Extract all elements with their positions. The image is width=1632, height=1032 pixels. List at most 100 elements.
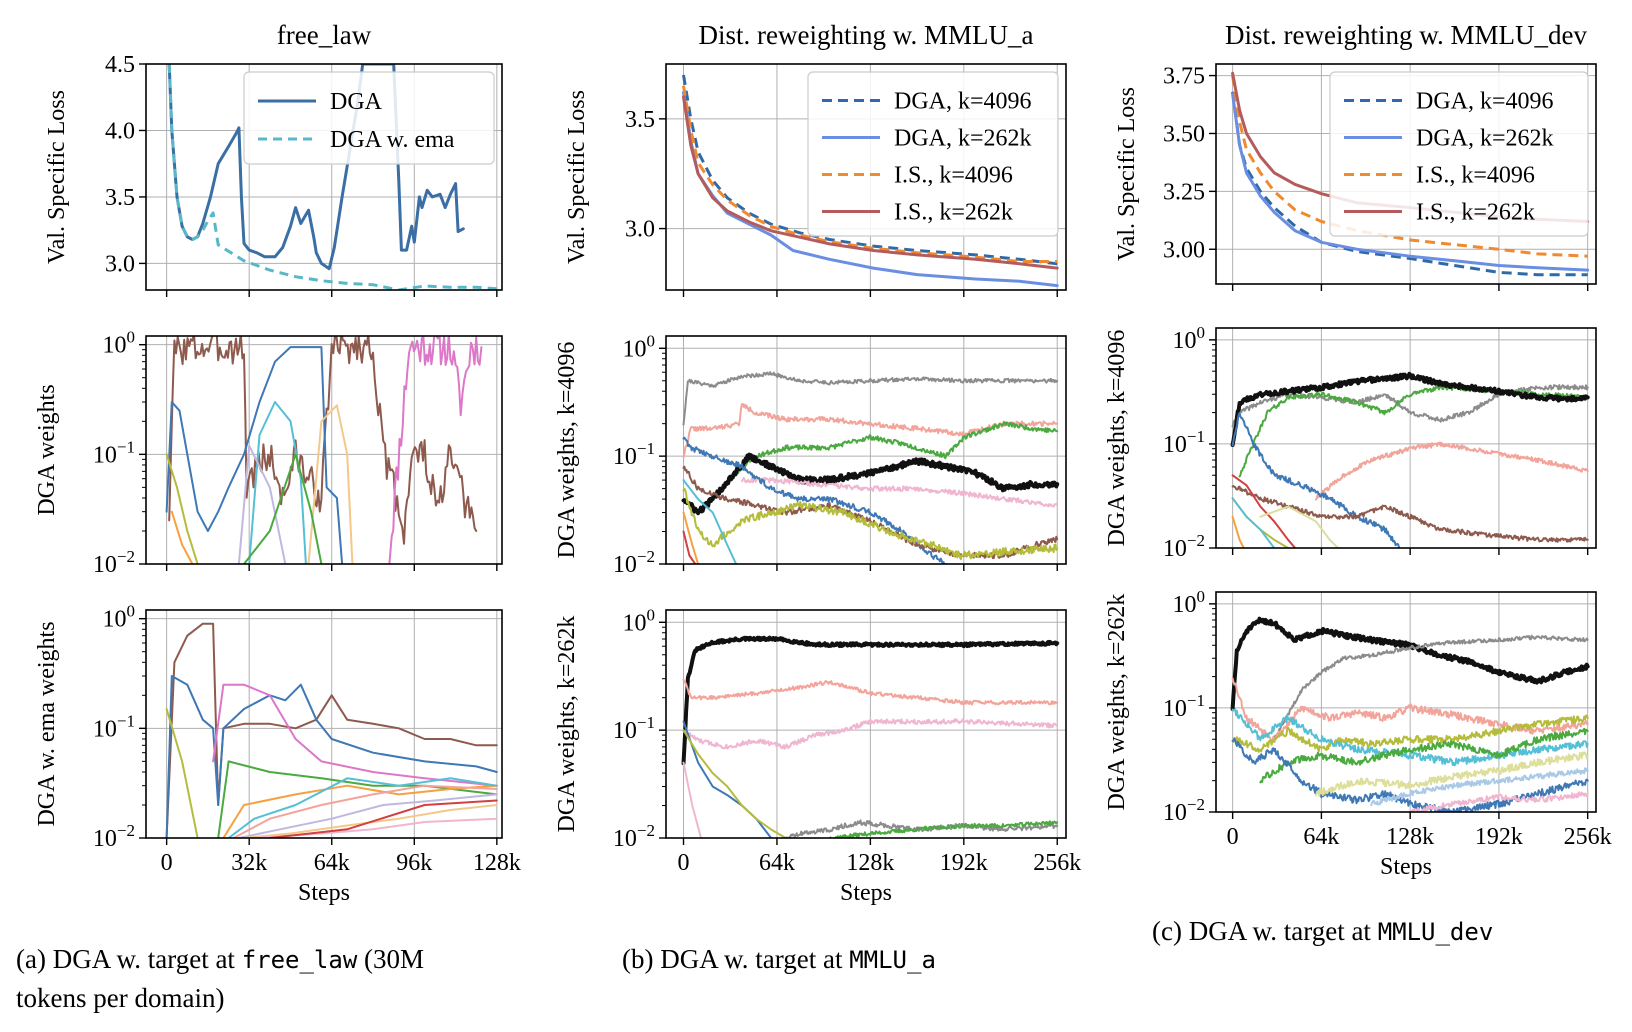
series-line-b_dga4096-0: [682, 371, 1059, 426]
series-line-b_dga262-4: [682, 729, 787, 838]
caption-a: (a) DGA w. target at free_law (30M token…: [16, 944, 425, 1013]
series-line-a_dga-0: [168, 336, 478, 545]
series-line-a_ema-11: [268, 799, 498, 838]
series-line-a_ema-5: [222, 784, 498, 838]
legend: DGA, k=4096 DGA, k=262k I.S., k=4096 I.S., …: [1329, 71, 1589, 237]
y-tick-label: 10−2: [1163, 531, 1205, 562]
series-line-c_dga4096-9: [1231, 515, 1245, 548]
series-line-b_dga262-0: [681, 635, 1060, 766]
panel-c_dga4096: 10−2 10−1 100 DGA weights, k=4096: [1104, 323, 1597, 562]
y-axis-label: DGA weights, k=262k: [554, 616, 580, 833]
series-line-b_loss-0: [682, 74, 1058, 266]
y-tick-label: 3.0: [105, 251, 135, 277]
x-tick-label: 256k: [1033, 850, 1081, 876]
y-axis-label: Val. Specific Loss: [1114, 87, 1140, 261]
y-tick-label: 3.0: [625, 217, 655, 243]
series-line-b_dga262-2: [682, 718, 1059, 750]
series-line-c_dga4096-2: [1230, 371, 1590, 447]
y-tick-label: 10−1: [613, 439, 655, 470]
y-tick-label: 10−1: [1163, 691, 1205, 722]
y-tick-label: 10−1: [93, 711, 135, 742]
y-tick-label: 4.0: [105, 118, 135, 144]
x-tick-label: 128k: [846, 850, 894, 876]
series-line-a_ema-7: [232, 784, 498, 838]
caption-b: (b) DGA w. target at MMLU_a: [622, 944, 936, 974]
y-tick-label: 4.5: [105, 52, 135, 78]
x-tick-label: 0: [678, 850, 690, 876]
series-line-c_dga262-3: [1231, 714, 1589, 753]
series-line-c_dga4096-0: [1231, 384, 1589, 428]
x-tick-label: 64k: [314, 850, 350, 876]
x-axis-label: Steps: [1380, 854, 1432, 880]
chart-title: Dist. reweighting w. MMLU_dev: [1225, 20, 1587, 50]
panel-a_loss: 3.0 3.5 4.0 4.5 free_law Val. Specific Loss DG…: [44, 20, 503, 297]
series-line-a_ema-8: [237, 793, 498, 838]
series-line-c_dga262-6: [1231, 737, 1589, 812]
y-tick-label: 10−1: [613, 713, 655, 744]
series-line-b_dga262-1: [682, 678, 1059, 706]
y-tick-label: 3.75: [1163, 64, 1205, 90]
panel-a_dga: 10−2 10−1 100 DGA weights: [34, 328, 503, 578]
y-axis-label: Val. Specific Loss: [44, 90, 70, 264]
legend-label: DGA, k=262k: [894, 126, 1032, 152]
panel-c_loss: 3.00 3.25 3.50 3.75 Dist. reweighting w. MML…: [1114, 20, 1597, 291]
y-tick-label: 100: [623, 331, 656, 362]
x-tick-label: 192k: [940, 850, 988, 876]
legend: DGA DGA w. ema: [243, 71, 495, 165]
y-tick-label: 10−2: [93, 821, 135, 852]
series-line-b_loss-2: [682, 85, 1058, 263]
series-line-c_loss-2: [1231, 75, 1588, 258]
legend: DGA, k=4096 DGA, k=262k I.S., k=4096 I.S., …: [807, 71, 1059, 237]
series-line-a_dga-3: [248, 401, 307, 564]
x-tick-label: 64k: [759, 850, 795, 876]
series-line-a_ema-0: [165, 622, 498, 838]
y-axis-label: Val. Specific Loss: [564, 90, 590, 264]
y-tick-label: 10−2: [93, 547, 135, 578]
y-tick-label: 3.50: [1163, 121, 1205, 147]
y-tick-label: 3.5: [105, 185, 135, 211]
series-line-a_ema-2: [212, 683, 498, 787]
chart-title: free_law: [277, 20, 372, 50]
panel-b_dga4096: 10−2 10−1 100 DGA weights, k=4096: [554, 331, 1067, 578]
series-line-b_dga4096-8: [682, 479, 738, 564]
series-line-a_loss-0: [167, 64, 465, 271]
y-tick-label: 10−1: [93, 437, 135, 468]
series-line-b_dga4096-5: [682, 436, 948, 564]
series-line-a_dga-4: [307, 404, 354, 564]
series-line-a_loss-1: [167, 64, 497, 290]
legend-box: [1329, 71, 1589, 237]
x-tick-label: 32k: [231, 850, 267, 876]
series-line-b_dga262-6: [828, 820, 1059, 838]
axes-frame: [1215, 327, 1597, 549]
x-tick-label: 128k: [473, 850, 521, 876]
series-line-a_ema-6: [227, 777, 498, 838]
axes-frame: [145, 609, 503, 839]
y-axis-label: DGA weights: [34, 384, 60, 515]
x-tick-label: 64k: [1303, 824, 1339, 850]
legend-label: DGA, k=4096: [894, 89, 1032, 115]
series-line-b_dga4096-4: [740, 476, 1059, 508]
series-line-a_dga-8: [243, 453, 323, 564]
axes-frame: [145, 63, 503, 291]
y-tick-label: 10−2: [613, 821, 655, 852]
y-tick-label: 3.00: [1163, 237, 1205, 263]
series-line-a_dga-5: [237, 444, 287, 564]
y-tick-label: 100: [623, 605, 656, 636]
y-tick-label: 100: [1173, 323, 1206, 354]
x-tick-label: 128k: [1386, 824, 1434, 850]
series-line-c_dga262-9: [1370, 767, 1589, 807]
series-line-a_dga-6: [165, 453, 199, 564]
series-line-c_dga4096-3: [1314, 441, 1589, 501]
x-tick-label: 256k: [1564, 824, 1612, 850]
legend-label: I.S., k=262k: [894, 200, 1013, 226]
y-tick-label: 100: [103, 602, 136, 633]
chart-title: Dist. reweighting w. MMLU_a: [699, 20, 1034, 50]
series-line-c_dga4096-5: [1231, 485, 1589, 543]
series-line-b_loss-3: [682, 95, 1059, 270]
x-tick-label: 0: [1227, 824, 1239, 850]
series-line-c_loss-1: [1231, 92, 1590, 272]
caption-c: (c) DGA w. target at MMLU_dev: [1152, 916, 1494, 946]
panel-c_dga262: 0 64k 128k 192k 256k 10−2 10−1 100 DGA weights, …: [1104, 587, 1612, 880]
legend-label: DGA, k=262k: [1416, 126, 1554, 152]
